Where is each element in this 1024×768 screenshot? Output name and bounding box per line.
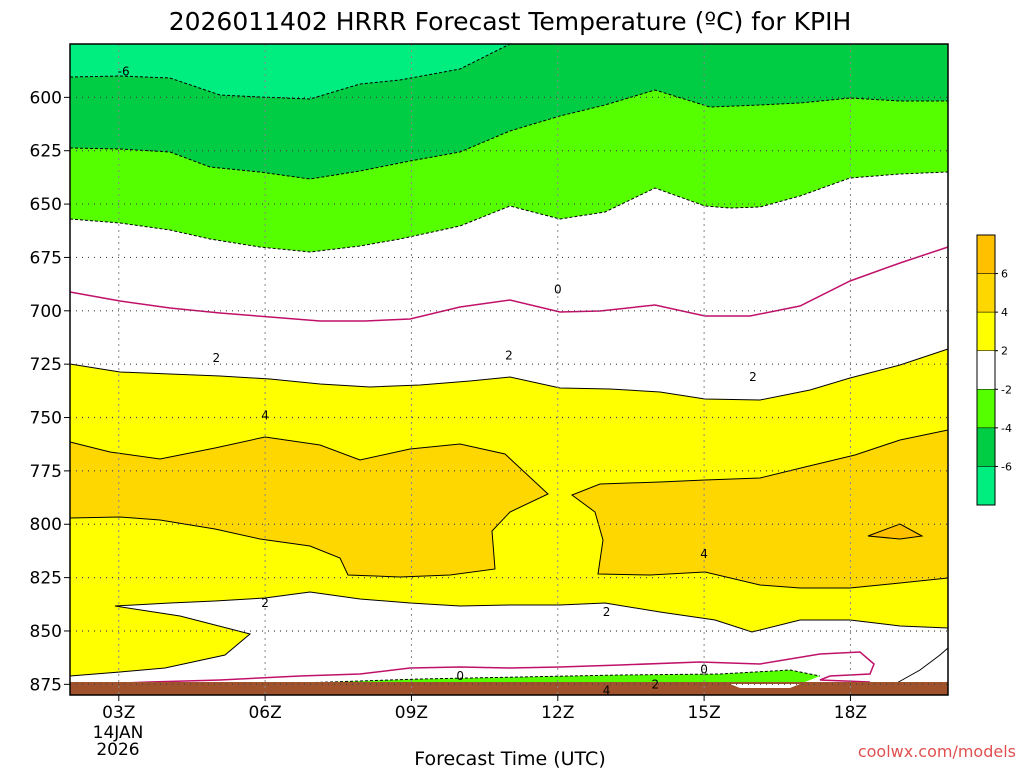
contour-6-small [867,523,924,540]
colorbar-segment-0 [976,234,996,274]
contour-label-9: 0 [456,669,464,683]
contour-label-5: 4 [261,408,269,422]
y-tick-label-600: 600 [30,88,62,108]
contour-label-12: 4 [603,684,611,698]
contour-label-11: 2 [652,677,660,691]
x-tick-label-06Z: 06Z [248,703,281,723]
contour-2-right-edge [894,647,949,685]
contour-label-3: 2 [505,349,513,363]
band-6-to-8 [868,524,922,539]
colorbar-segment-1 [976,273,996,313]
contour-label-8: 2 [603,605,611,619]
colorbar-label-0: 6 [1001,268,1008,281]
colorbar-border [976,234,996,506]
colorbar-label-4: -4 [1001,422,1012,435]
y-tick-label-775: 775 [30,462,62,482]
plot-border [69,43,949,696]
contour-2-upper [69,348,949,401]
y-tick-label-850: 850 [30,622,62,642]
contour-label-4: 2 [749,370,757,384]
contour-labels: -6 0 2 2 2 4 4 2 2 0 0 2 4 [118,65,757,698]
band-4-to-6 [70,430,948,588]
contour-0-lower [99,651,875,685]
contour-4-right [570,429,949,589]
x-tick-label-18Z: 18Z [834,703,867,723]
band-below-minus-6 [70,44,510,99]
contour-minus-6 [69,43,511,100]
x-axis: 03Z 06Z 09Z 12Z 15Z 18Z [102,695,867,723]
contour-2-surface [299,669,821,684]
contour-label-10: 0 [700,662,708,676]
credit-text: coolwx.com/models [858,742,1016,761]
grid-lines [70,44,948,695]
contour-4-left [69,436,549,578]
colorbar-segment-4 [976,389,996,429]
contour-2-lower [69,591,949,677]
contour-label-7: 2 [261,596,269,610]
colorbar-segment-2 [976,311,996,351]
colorbar-label-2: 2 [1001,345,1008,358]
colorbar-segment-6 [976,466,996,506]
x-date-line-1: 14JAN [93,723,144,743]
contour-minus-4 [69,89,948,180]
colorbar-label-3: -2 [1001,383,1012,396]
colorbar-segment-5 [976,427,996,467]
y-tick-label-650: 650 [30,195,62,215]
contour-minus-2 [69,171,949,253]
colorbar-segment-3 [976,350,996,390]
chart-title: 2026011402 HRRR Forecast Temperature (ºC… [169,7,852,36]
y-tick-label-750: 750 [30,409,62,429]
plot-area: -6 0 2 2 2 4 4 2 2 0 0 2 4 [69,43,949,698]
x-date-line-2: 2026 [96,740,139,760]
x-axis-label: Forecast Time (UTC) [414,748,605,768]
contour-label-1: 0 [554,282,562,296]
contour-label-6: 4 [700,547,708,561]
y-axis: 600 625 650 675 700 725 750 775 800 825 850 875 [30,88,70,695]
y-tick-label-725: 725 [30,355,62,375]
x-tick-label-09Z: 09Z [395,703,428,723]
contours [69,43,949,685]
contour-label-2: 2 [213,351,221,365]
contour-label-0: -6 [118,65,130,79]
ground-fill [70,682,948,695]
y-tick-label-625: 625 [30,142,62,162]
x-tick-label-03Z: 03Z [102,703,135,723]
contour-0-upper [69,246,949,322]
y-tick-label-875: 875 [30,675,62,695]
colorbar: 6 4 2 -2 -4 -6 [976,234,1012,506]
y-tick-label-675: 675 [30,248,62,268]
colorbar-label-1: 4 [1001,306,1008,319]
y-tick-label-825: 825 [30,569,62,589]
colorbar-label-5: -6 [1001,460,1012,473]
x-tick-label-15Z: 15Z [687,703,720,723]
ground-white-sliver [730,684,800,688]
y-tick-label-800: 800 [30,515,62,535]
x-tick-label-12Z: 12Z [541,703,574,723]
y-tick-label-700: 700 [30,302,62,322]
